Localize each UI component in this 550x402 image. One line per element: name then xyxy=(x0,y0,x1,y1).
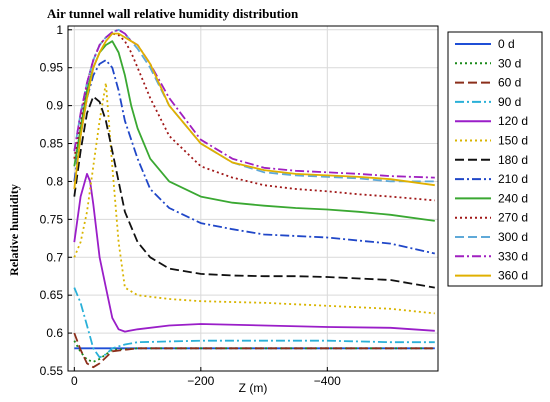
plot-frame xyxy=(68,26,438,371)
y-tick-label: 0.8 xyxy=(46,174,63,188)
legend-label: 30 d xyxy=(498,56,521,70)
y-tick-label: 0.55 xyxy=(40,364,64,378)
y-axis-label: Relative humidity xyxy=(7,184,21,276)
legend-label: 300 d xyxy=(498,230,528,244)
series-line-30d xyxy=(73,340,435,363)
legend-label: 120 d xyxy=(498,114,528,128)
legend: 0 d 30 d 60 d 90 d 120 d 150 d 180 d 210 d 240 d… xyxy=(447,31,543,287)
x-axis-label: Z (m) xyxy=(239,381,268,395)
legend-label: 270 d xyxy=(498,211,528,225)
x-tick-label: −400 xyxy=(314,374,341,388)
y-tick-label: 0.65 xyxy=(40,288,64,302)
x-tick-label: −200 xyxy=(187,374,214,388)
x-ticks: 0 −200 −400 xyxy=(71,367,341,388)
plot-area: 0.55 0.6 0.65 0.7 0.75 0.8 0.85 0.9 0.95 1 0 −200 −… xyxy=(40,23,439,388)
series-line-150d xyxy=(73,82,435,315)
y-tick-label: 0.9 xyxy=(46,99,63,113)
legend-label: 90 d xyxy=(498,95,521,109)
grid-lines xyxy=(68,26,438,372)
legend-label: 330 d xyxy=(498,249,528,263)
y-tick-label: 0.85 xyxy=(40,137,64,151)
y-tick-label: 0.95 xyxy=(40,61,64,75)
series-line-120d xyxy=(73,172,435,333)
series-line-60d xyxy=(73,332,435,369)
legend-label: 60 d xyxy=(498,76,521,90)
y-tick-label: 0.75 xyxy=(40,212,64,226)
legend-label: 0 d xyxy=(498,37,515,51)
y-ticks: 0.55 0.6 0.65 0.7 0.75 0.8 0.85 0.9 0.95 1 xyxy=(40,23,72,378)
legend-label: 210 d xyxy=(498,172,528,186)
series-line-90d xyxy=(73,287,435,359)
chart-title: Air tunnel wall relative humidity distri… xyxy=(47,6,299,21)
legend-entries: 0 d 30 d 60 d 90 d 120 d 150 d 180 d 210 d 240 d… xyxy=(455,37,528,283)
legend-label: 150 d xyxy=(498,134,528,148)
legend-label: 360 d xyxy=(498,269,528,283)
y-tick-label: 1 xyxy=(56,23,63,37)
series-line-210d xyxy=(73,59,435,255)
y-tick-label: 0.6 xyxy=(46,326,63,340)
series-lines xyxy=(73,28,435,369)
plot-border xyxy=(67,25,439,372)
legend-label: 180 d xyxy=(498,153,528,167)
x-tick-label: 0 xyxy=(71,374,78,388)
y-tick-label: 0.7 xyxy=(46,250,63,264)
series-line-180d xyxy=(73,95,435,289)
series-line-360d xyxy=(73,32,435,190)
legend-label: 240 d xyxy=(498,191,528,205)
